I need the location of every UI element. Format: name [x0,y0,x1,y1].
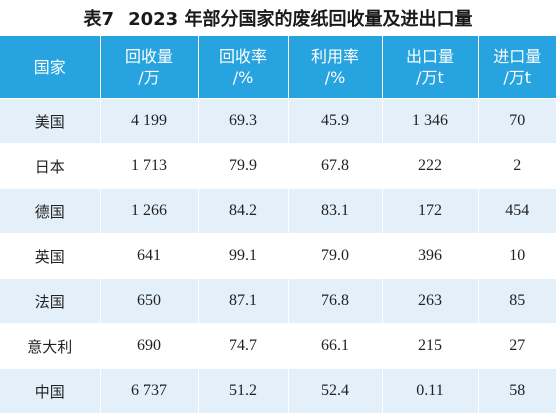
table-caption: 2023 年部分国家的废纸回收量及进出口量 [128,9,473,30]
table-row: 美国 4 199 69.3 45.9 1 346 70 [0,98,556,144]
cell-export-volume: 1 346 [382,98,479,144]
header-recovery-volume-label: 回收量 [124,47,173,66]
cell-recovery-volume: 650 [100,278,199,324]
header-recovery-volume: 回收量 /万 [100,36,199,99]
cell-recovery-volume: 690 [100,323,199,369]
cell-import-volume: 58 [478,368,556,414]
table-row: 日本 1 713 79.9 67.8 222 2 [0,143,556,189]
cell-recovery-rate: 79.9 [198,143,289,189]
table-row: 中国 6 737 51.2 52.4 0.11 58 [0,368,556,414]
cell-country: 美国 [0,98,101,144]
cell-recovery-rate: 84.2 [198,188,289,234]
cell-country: 德国 [0,188,101,234]
cell-import-volume: 10 [478,233,556,279]
cell-utilization-rate: 66.1 [288,323,383,369]
cell-import-volume: 70 [478,98,556,144]
header-import-volume: 进口量 /万t [478,36,556,99]
header-utilization-rate: 利用率 /% [288,36,383,99]
cell-recovery-volume: 4 199 [100,98,199,144]
table-header: 国家 回收量 /万 回收率 /% 利用率 /% 出口量 /万t 进口量 /万t [0,36,556,99]
cell-country: 英国 [0,233,101,279]
cell-recovery-rate: 69.3 [198,98,289,144]
header-utilization-rate-unit: /% [324,68,346,87]
cell-export-volume: 172 [382,188,479,234]
cell-import-volume: 85 [478,278,556,324]
header-recovery-volume-unit: /万 [138,68,160,87]
header-import-volume-label: 进口量 [493,47,542,66]
table-row: 英国 641 99.1 79.0 396 10 [0,233,556,279]
cell-export-volume: 215 [382,323,479,369]
cell-recovery-rate: 51.2 [198,368,289,414]
header-export-volume: 出口量 /万t [382,36,479,99]
header-import-volume-unit: /万t [503,68,532,87]
header-country-label: 国家 [33,57,66,77]
cell-import-volume: 2 [478,143,556,189]
cell-country: 中国 [0,368,101,414]
table-row: 法国 650 87.1 76.8 263 85 [0,278,556,324]
table-row: 德国 1 266 84.2 83.1 172 454 [0,188,556,234]
cell-recovery-rate: 87.1 [198,278,289,324]
cell-country: 法国 [0,278,101,324]
cell-utilization-rate: 67.8 [288,143,383,189]
cell-recovery-volume: 1 266 [100,188,199,234]
header-utilization-rate-label: 利用率 [310,47,359,66]
cell-export-volume: 263 [382,278,479,324]
cell-country: 意大利 [0,323,101,369]
cell-utilization-rate: 45.9 [288,98,383,144]
header-export-volume-label: 出口量 [405,47,454,66]
data-table: 国家 回收量 /万 回收率 /% 利用率 /% 出口量 /万t 进口量 /万t [0,36,556,414]
table-number: 表7 [83,9,115,30]
header-export-volume-unit: /万t [416,68,444,87]
cell-import-volume: 27 [478,323,556,369]
cell-utilization-rate: 79.0 [288,233,383,279]
cell-utilization-rate: 83.1 [288,188,383,234]
cell-recovery-volume: 641 [100,233,199,279]
cell-export-volume: 0.11 [382,368,479,414]
cell-recovery-volume: 1 713 [100,143,199,189]
table-body: 美国 4 199 69.3 45.9 1 346 70 日本 1 713 79.… [0,98,556,414]
cell-recovery-rate: 74.7 [198,323,289,369]
header-recovery-rate: 回收率 /% [198,36,289,99]
header-country: 国家 [0,36,101,99]
cell-recovery-rate: 99.1 [198,233,289,279]
cell-export-volume: 222 [382,143,479,189]
header-row: 国家 回收量 /万 回收率 /% 利用率 /% 出口量 /万t 进口量 /万t [0,36,556,99]
cell-country: 日本 [0,143,101,189]
table-title: 表7 2023 年部分国家的废纸回收量及进出口量 [0,0,556,36]
header-recovery-rate-unit: /% [232,68,254,87]
cell-utilization-rate: 76.8 [288,278,383,324]
cell-recovery-volume: 6 737 [100,368,199,414]
header-recovery-rate-label: 回收率 [218,47,267,66]
cell-import-volume: 454 [478,188,556,234]
cell-export-volume: 396 [382,233,479,279]
cell-utilization-rate: 52.4 [288,368,383,414]
table-row: 意大利 690 74.7 66.1 215 27 [0,323,556,369]
